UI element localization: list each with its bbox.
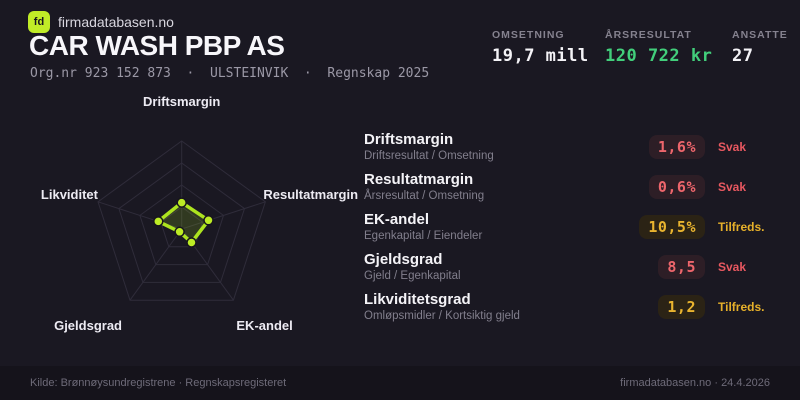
metric-row-ek-andel: EK-andel Egenkapital / Eiendeler 10,5% T… (364, 207, 776, 247)
metric-name: Resultatmargin (364, 171, 474, 188)
stat-omsetning: OMSETNING 19,7 mill (492, 29, 589, 66)
stat-value: 27 (732, 46, 754, 66)
metric-status: Tilfreds. (718, 300, 765, 314)
metric-row-resultatmargin: Resultatmargin Årsresultat / Omsetning 0… (364, 167, 776, 207)
metric-status: Svak (718, 260, 747, 274)
metric-status: Svak (718, 140, 747, 154)
metric-formula: Årsresultat / Omsetning (364, 190, 485, 202)
metric-status: Tilfreds. (718, 220, 765, 234)
metric-row-likviditetsgrad: Likviditetsgrad Omløpsmidler / Kortsikti… (364, 287, 776, 327)
stat-ansatte: ANSATTE 27 (732, 29, 788, 66)
radar-svg: Driftsmargin Resultatmargin EK-andel Gjelds… (41, 94, 358, 333)
metric-name: EK-andel (364, 211, 430, 228)
radar-axis-label: Gjeldsgrad (54, 318, 122, 333)
company-title: CAR WASH PBP AS (29, 30, 285, 61)
metric-formula: Gjeld / Egenkapital (364, 270, 461, 282)
metric-row-driftsmargin: Driftsmargin Driftsresultat / Omsetning … (364, 127, 776, 167)
company-subtitle: Org.nr 923 152 873 · ULSTEINVIK · Regnsk… (30, 66, 430, 81)
metric-row-gjeldsgrad: Gjeldsgrad Gjeld / Egenkapital 8,5 Svak (364, 247, 776, 287)
metric-value-badge: 8,5 (658, 255, 705, 279)
radar-chart: Driftsmargin Resultatmargin EK-andel Gjelds… (0, 85, 360, 360)
radar-axis-label: Resultatmargin (263, 187, 358, 202)
radar-data-point (186, 237, 197, 248)
footer-site-date: firmadatabasen.no · 24.4.2026 (620, 377, 770, 389)
metric-value-badge: 10,5% (639, 215, 705, 239)
metric-value-badge: 0,6% (648, 175, 705, 199)
radar-data-point (174, 226, 185, 238)
brand: fd firmadatabasen.no (28, 11, 174, 33)
footer: Kilde: Brønnøysundregistrene · Regnskaps… (0, 366, 800, 400)
site-name: firmadatabasen.no (58, 14, 174, 30)
metric-name: Driftsmargin (364, 131, 454, 148)
metric-formula: Omløpsmidler / Kortsiktig gjeld (364, 310, 520, 322)
metric-status: Svak (718, 180, 747, 194)
stat-value: 19,7 mill (492, 46, 589, 66)
radar-axis-label: EK-andel (236, 318, 292, 333)
stat-label: ÅRSRESULTAT (605, 29, 692, 41)
stat-value: 120 722 kr (605, 46, 713, 66)
radar-axis-label: Driftsmargin (143, 94, 220, 109)
stat-label: OMSETNING (492, 29, 565, 41)
radar-data-point (153, 216, 164, 227)
metrics-panel: Driftsmargin Driftsresultat / Omsetning … (364, 127, 776, 327)
metric-formula: Driftsresultat / Omsetning (364, 150, 494, 162)
metric-name: Gjeldsgrad (364, 251, 443, 268)
radar-data-point (176, 197, 187, 208)
metric-value-badge: 1,2 (658, 295, 705, 319)
metric-name: Likviditetsgrad (364, 291, 471, 308)
fd-logo-icon: fd (28, 11, 50, 33)
footer-source: Kilde: Brønnøysundregistrene · Regnskaps… (30, 377, 287, 389)
metric-formula: Egenkapital / Eiendeler (364, 230, 483, 242)
metric-value-badge: 1,6% (648, 135, 705, 159)
radar-axis-label: Likviditet (41, 187, 99, 202)
stat-aarsresultat: ÅRSRESULTAT 120 722 kr (605, 29, 712, 66)
stat-label: ANSATTE (732, 29, 788, 41)
radar-data-point (203, 215, 214, 226)
